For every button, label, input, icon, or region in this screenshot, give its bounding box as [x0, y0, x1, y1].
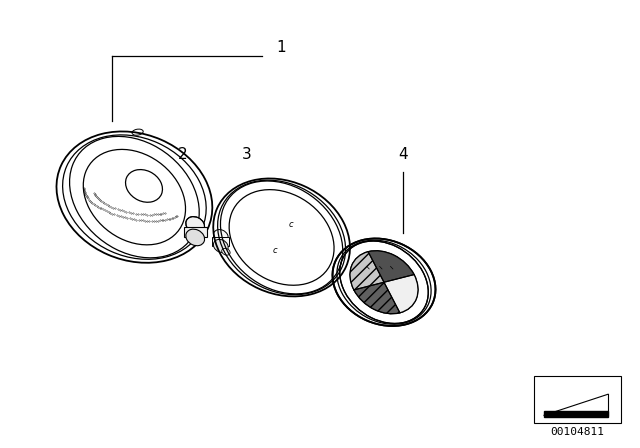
Text: c: c: [273, 246, 278, 255]
Ellipse shape: [186, 217, 205, 233]
PathPatch shape: [350, 252, 384, 290]
Text: 1: 1: [276, 39, 287, 55]
Text: 2: 2: [177, 147, 188, 162]
Polygon shape: [184, 227, 207, 237]
PathPatch shape: [354, 282, 400, 314]
Text: 3: 3: [241, 147, 252, 162]
PathPatch shape: [384, 275, 418, 313]
Bar: [534, 376, 621, 423]
Ellipse shape: [213, 229, 228, 243]
Text: 00104811: 00104811: [550, 427, 605, 437]
Ellipse shape: [350, 251, 418, 314]
Ellipse shape: [213, 239, 228, 253]
Bar: [544, 411, 608, 417]
Ellipse shape: [186, 229, 205, 246]
Text: c: c: [289, 220, 294, 228]
Ellipse shape: [221, 248, 230, 255]
Polygon shape: [212, 237, 229, 246]
Text: 4: 4: [398, 147, 408, 162]
PathPatch shape: [368, 251, 414, 282]
